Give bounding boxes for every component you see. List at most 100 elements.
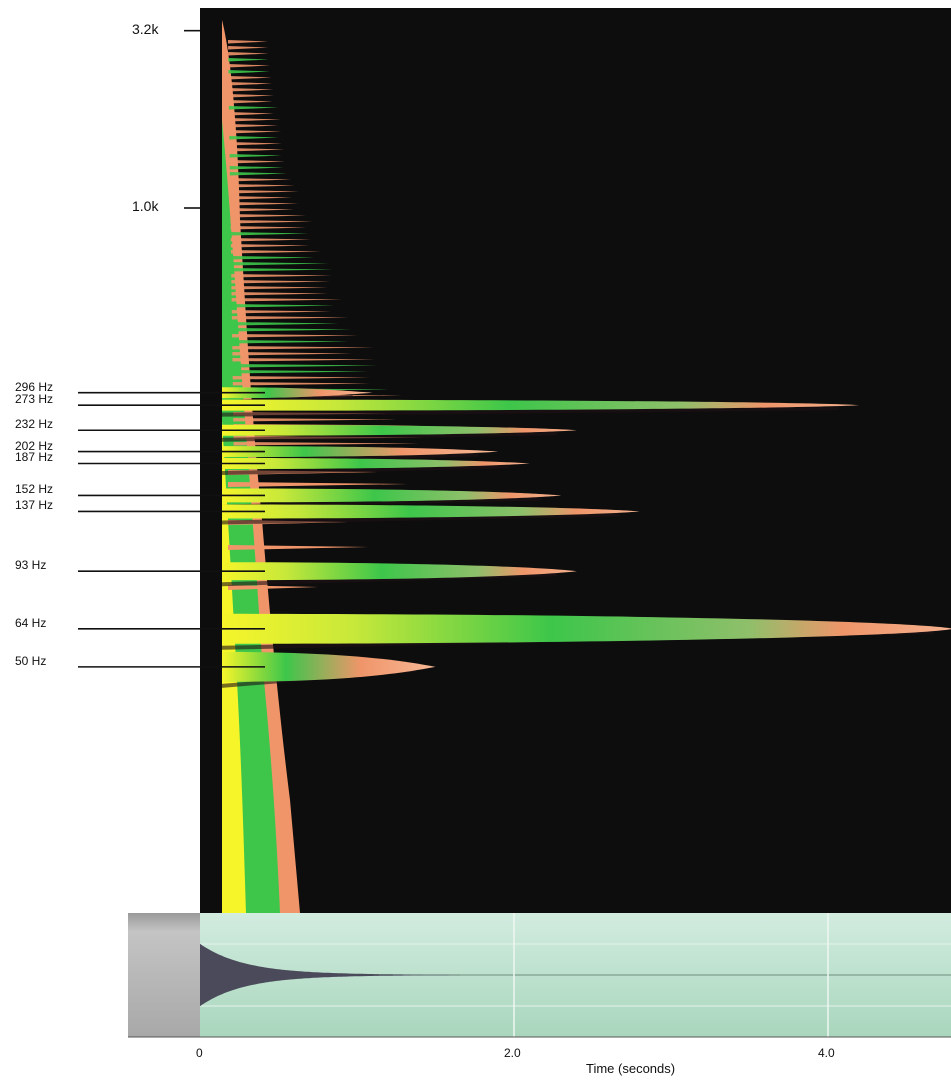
mid-streak [228,585,318,590]
partial-halo-273 [222,407,840,417]
partial-halo-187 [222,465,510,475]
hf-streak [229,172,287,176]
hf-streak [230,196,292,200]
frequency-label-137: 137 Hz [15,498,54,513]
hf-streak [232,376,370,380]
time-tick-label: 4.0 [818,1046,835,1060]
partial-ridge-202 [222,446,499,458]
hf-streak [232,340,349,344]
partial-ridge-50 [222,651,436,682]
hf-streak [228,82,272,86]
y-major-label: 1.0k [132,198,159,214]
partial-halo-137 [222,513,620,525]
hf-streak [230,220,313,224]
hf-streak [232,352,353,356]
hf-streak [230,184,295,188]
mid-streak [228,482,408,487]
hf-streak [229,178,292,182]
hf-streak [232,328,352,332]
frequency-label-187: 187 Hz [15,450,54,465]
time-tick-label: 0 [196,1046,203,1060]
hf-streak [231,298,343,302]
frequency-label-64: 64 Hz [15,615,47,630]
waveform-panel [128,913,951,1038]
hf-streak [229,154,282,158]
waveform-gridlines [513,913,829,1037]
hf-streak [228,94,274,98]
hf-streak [229,130,282,134]
frequency-label-202: 202 Hz [15,438,54,453]
y-major-ticks [184,29,200,209]
hf-streak [232,370,369,374]
hf-streak [228,64,271,68]
hf-streak [231,304,335,308]
hf-streak [229,148,285,152]
partial-ridges [222,387,951,688]
hf-streak [230,250,322,254]
hf-streak [231,286,328,290]
frequency-label-296: 296 Hz [15,379,54,394]
frequency-label-50: 50 Hz [15,653,47,668]
hf-streak [231,310,332,314]
hf-streak [230,214,307,218]
partial-ridge-93 [222,562,577,581]
hf-streak [229,124,279,128]
partial-ridge-137 [222,504,640,519]
frequency-label-152: 152 Hz [15,482,54,497]
hf-streak [232,358,376,362]
y-major-label: 3.2k [132,20,159,37]
hf-streak [231,268,334,272]
hf-streak [230,202,299,206]
hf-streak [228,76,272,80]
hf-streak [232,364,378,368]
partial-halo-232 [222,432,557,442]
frequency-label-232: 232 Hz [15,417,54,432]
hf-streak [228,106,279,110]
hf-streak [229,136,279,140]
hf-streak [232,382,371,386]
x-axis-title: Time (seconds) [586,1061,676,1076]
hf-streak [228,58,269,62]
hf-streak [229,160,286,164]
hf-streak [230,190,299,194]
partial-ridge-296 [222,387,373,399]
hf-streak [230,238,311,242]
hf-streak [232,334,359,338]
hf-streak [231,280,331,284]
hf-streak [228,40,268,44]
waveform-trace [200,943,460,1007]
hf-streak [233,442,420,446]
hf-streak [230,226,307,230]
hf-streak [230,244,310,248]
hf-streak [232,346,374,350]
hf-streak [231,262,329,266]
hf-streak [228,70,270,74]
hf-streak [229,142,283,146]
hf-streak [228,46,269,50]
hf-streak [228,100,273,104]
hf-streak [230,232,309,236]
frequency-leader-lines [78,391,265,668]
partial-ridge-232 [222,424,577,436]
hf-streak [228,52,269,56]
partial-ridge-152 [222,488,562,503]
partial-ridge-187 [222,457,530,469]
time-tick-label: 2.0 [504,1046,521,1060]
hf-streak [230,208,294,212]
hf-streak [229,118,281,122]
hf-streak [231,274,332,278]
hf-streak [228,88,274,92]
partial-ridge-64 [222,613,951,644]
hf-streak [231,322,339,326]
partial-ridge-273 [222,399,860,411]
frequency-label-93: 93 Hz [15,558,47,573]
hf-streak [231,256,315,260]
mid-streak [228,545,368,550]
hf-streak [233,418,398,422]
hf-streak [231,316,349,320]
hf-streak [229,166,284,170]
waveform-stub [128,913,200,1037]
frequency-label-273: 273 Hz [15,392,54,407]
